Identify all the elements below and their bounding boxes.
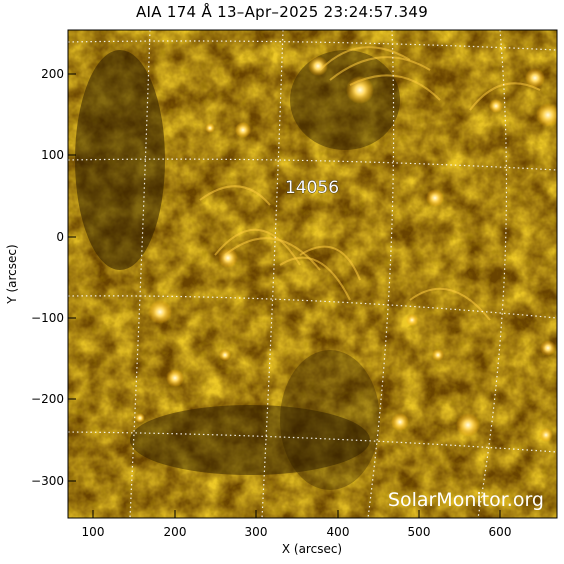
x-tick-label: 200 [164, 525, 187, 539]
y-axis-title: Y (arcsec) [5, 244, 19, 304]
x-axis-title: X (arcsec) [282, 542, 342, 556]
heliographic-grid [68, 30, 557, 518]
y-tick-label: 200 [41, 67, 64, 81]
watermark: SolarMonitor.org [388, 489, 544, 511]
euv-image [68, 30, 557, 518]
y-tick-label: −200 [31, 392, 64, 406]
image-title: AIA 174 Å 13–Apr–2025 23:24:57.349 [135, 3, 429, 21]
x-tick-label: 400 [327, 525, 350, 539]
x-tick-label: 500 [408, 525, 431, 539]
axis-ticks [68, 73, 501, 518]
y-tick-label: 100 [41, 148, 64, 162]
x-tick-label: 300 [245, 525, 268, 539]
x-tick-label: 600 [489, 525, 512, 539]
plot-frame [67, 29, 558, 519]
y-tick-label: −300 [31, 474, 64, 488]
x-tick-label: 100 [82, 525, 105, 539]
y-tick-label: 0 [56, 230, 64, 244]
active-region-label: 14056 [285, 178, 339, 198]
y-tick-label: −100 [31, 311, 64, 325]
